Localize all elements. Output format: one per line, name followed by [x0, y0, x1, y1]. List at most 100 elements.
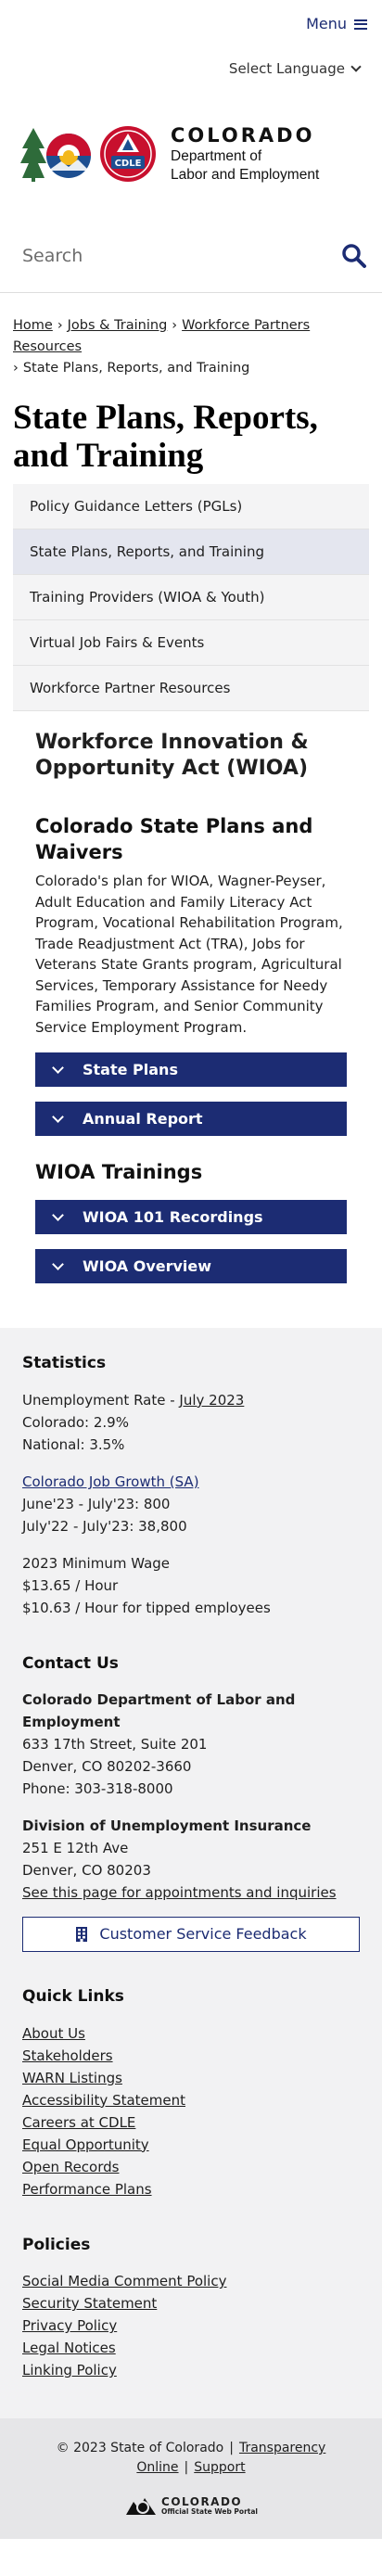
quick-link-warn-listings[interactable]: WARN Listings: [22, 2069, 122, 2086]
menu-button[interactable]: Menu: [306, 13, 367, 35]
contact-heading: Contact Us: [22, 1653, 119, 1673]
quick-links-heading: Quick Links: [22, 1987, 124, 2007]
accordion-state-plans[interactable]: State Plans: [35, 1052, 347, 1088]
minimum-wage-tipped: $10.63 / Hour for tipped employees: [22, 1599, 271, 1616]
customer-feedback-label: Customer Service Feedback: [99, 1925, 307, 1944]
policies-section: Policies Social Media Comment Policy Sec…: [22, 2234, 360, 2382]
portal-name: COLORADO: [161, 2494, 243, 2508]
ui-appointments-link[interactable]: See this page for appointments and inqui…: [22, 1884, 337, 1902]
contact-section: Contact Us Colorado Department of Labor …: [22, 1652, 360, 1953]
quick-links-section: Quick Links About Us Stakeholders WARN L…: [22, 1985, 360, 2200]
quick-link-equal-opportunity[interactable]: Equal Opportunity: [22, 2136, 149, 2153]
portal-subtitle: Official State Web Portal: [161, 2506, 258, 2516]
contact-phone: Phone: 303-318-8000: [22, 1780, 173, 1798]
building-icon: [76, 1927, 88, 1943]
nav-item-workforce-partner-resources[interactable]: Workforce Partner Resources: [13, 666, 369, 712]
contact-address-line1: 633 17th Street, Suite 201: [22, 1736, 208, 1753]
policy-link-linking[interactable]: Linking Policy: [22, 2362, 117, 2379]
transparency-link[interactable]: Transparency Online: [136, 2441, 326, 2476]
state-portal-logo[interactable]: COLORADO Official State Web Portal: [9, 2494, 373, 2517]
logo-state-name: COLORADO: [171, 124, 315, 147]
job-growth-yearly: July'22 - July'23: 38,800: [22, 1517, 187, 1535]
nav-item-policy-guidance[interactable]: Policy Guidance Letters (PGLs): [13, 484, 369, 530]
quick-link-about-us[interactable]: About Us: [22, 2024, 85, 2042]
trainings-heading: WIOA Trainings: [35, 1161, 203, 1184]
colorado-portal-icon: [126, 2498, 157, 2516]
breadcrumb-current: State Plans, Reports, and Training: [22, 361, 250, 376]
policies-heading: Policies: [22, 2235, 91, 2254]
policy-link-privacy[interactable]: Privacy Policy: [22, 2317, 118, 2335]
minimum-wage-title: 2023 Minimum Wage: [22, 1554, 171, 1572]
plans-heading: Colorado State Plans and Waivers: [35, 815, 313, 863]
accordion-label: WIOA Overview: [83, 1256, 212, 1275]
top-bar: Menu: [0, 0, 382, 48]
bottom-bar: © 2023 State of Colorado | Transparency On…: [0, 2418, 382, 2540]
breadcrumb-home[interactable]: Home: [13, 318, 53, 333]
quick-link-stakeholders[interactable]: Stakeholders: [22, 2047, 113, 2064]
copyright-text: © 2023 State of Colorado: [56, 2441, 224, 2456]
chevron-down-icon: [52, 1208, 64, 1221]
breadcrumb-jobs-training[interactable]: Jobs & Training: [67, 318, 168, 333]
nav-item-virtual-job-fairs[interactable]: Virtual Job Fairs & Events: [13, 620, 369, 667]
customer-feedback-button[interactable]: Customer Service Feedback: [22, 1917, 360, 1953]
breadcrumb-workforce-partners[interactable]: Workforce Partners Resources: [13, 318, 311, 355]
site-footer: Statistics Unemployment Rate - July 2023…: [0, 1328, 382, 2419]
nav-item-training-providers[interactable]: Training Providers (WIOA & Youth): [13, 575, 369, 621]
nav-item-state-plans[interactable]: State Plans, Reports, and Training: [13, 529, 369, 576]
site-logo[interactable]: CDLE COLORADO Department of Labor and Em…: [0, 89, 382, 219]
chevron-down-icon: [52, 1061, 64, 1074]
search-bar: [0, 219, 382, 293]
quick-link-accessibility[interactable]: Accessibility Statement: [22, 2091, 186, 2109]
breadcrumb-separator-icon: ›: [57, 318, 63, 333]
accordion-wioa-overview[interactable]: WIOA Overview: [35, 1249, 347, 1284]
unemployment-label: Unemployment Rate -: [22, 1391, 180, 1409]
ui-address-line1: 251 E 12th Ave: [22, 1840, 129, 1857]
statistics-section: Statistics Unemployment Rate - July 2023…: [22, 1352, 360, 1619]
quick-link-open-records[interactable]: Open Records: [22, 2158, 120, 2175]
plans-description: Colorado's plan for WIOA, Wagner-Peyser,…: [35, 873, 343, 1036]
unemployment-date-link[interactable]: July 2023: [179, 1391, 245, 1409]
breadcrumb-separator-icon: ›: [172, 318, 178, 333]
bottom-separator: |: [229, 2441, 234, 2456]
national-rate: National: 3.5%: [22, 1435, 125, 1453]
chevron-down-icon: [350, 61, 362, 72]
section-nav: Policy Guidance Letters (PGLs) State Pla…: [13, 484, 369, 712]
statistics-heading: Statistics: [22, 1354, 107, 1373]
job-growth-link[interactable]: Colorado Job Growth (SA): [22, 1473, 199, 1490]
breadcrumb: Home › Jobs & Training › Workforce Partners …: [0, 293, 382, 380]
support-link[interactable]: Support: [194, 2460, 246, 2476]
policy-link-legal-notices[interactable]: Legal Notices: [22, 2340, 116, 2357]
accordion-label: Annual Report: [83, 1109, 203, 1128]
accordion-label: WIOA 101 Recordings: [83, 1207, 263, 1226]
ui-division-name: Division of Unemployment Insurance: [22, 1817, 312, 1835]
breadcrumb-separator-icon: ›: [13, 361, 19, 376]
policy-link-security[interactable]: Security Statement: [22, 2295, 158, 2313]
language-label: Select Language: [228, 59, 345, 77]
quick-link-performance-plans[interactable]: Performance Plans: [22, 2180, 152, 2198]
accordion-annual-report[interactable]: Annual Report: [35, 1102, 347, 1137]
hamburger-icon: [354, 19, 367, 30]
chevron-down-icon: [52, 1257, 64, 1270]
cdle-badge-text: CDLE: [115, 159, 142, 169]
colorado-tree-logo-icon: [20, 128, 91, 182]
main-content: Workforce Innovation & Opportunity Act (…: [0, 711, 382, 1284]
bottom-separator: |: [184, 2460, 189, 2476]
policy-link-social-media[interactable]: Social Media Comment Policy: [22, 2273, 227, 2290]
chevron-down-icon: [52, 1110, 64, 1123]
page-title: State Plans, Reports, and Training: [13, 398, 318, 475]
search-icon[interactable]: [341, 243, 367, 269]
job-growth-monthly: June'23 - July'23: 800: [22, 1495, 171, 1512]
wioa-title: Workforce Innovation & Opportunity Act (…: [35, 731, 309, 780]
language-select[interactable]: Select Language: [0, 48, 382, 89]
quick-link-careers[interactable]: Careers at CDLE: [22, 2113, 136, 2131]
accordion-wioa-101[interactable]: WIOA 101 Recordings: [35, 1200, 347, 1235]
ui-address-line2: Denver, CO 80203: [22, 1862, 151, 1880]
logo-text: COLORADO Department of Labor and Employm…: [171, 124, 319, 184]
accordion-label: State Plans: [83, 1060, 178, 1078]
search-input[interactable]: [22, 245, 300, 266]
cdle-seal-icon: CDLE: [100, 126, 156, 182]
contact-address-line2: Denver, CO 80202-3660: [22, 1758, 192, 1776]
logo-dept-line2: Labor and Employment: [171, 166, 320, 183]
menu-label: Menu: [306, 15, 347, 32]
contact-org-name: Colorado Department of Labor and Employm…: [22, 1691, 296, 1731]
